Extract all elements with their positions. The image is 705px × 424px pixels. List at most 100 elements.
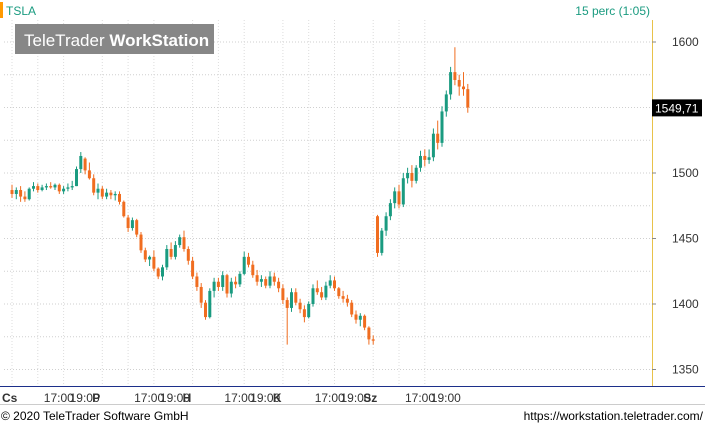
- candle-down[interactable]: [294, 288, 298, 306]
- candle-down[interactable]: [462, 72, 465, 96]
- candle-up[interactable]: [130, 217, 134, 231]
- candle-up[interactable]: [221, 271, 225, 291]
- candle-down[interactable]: [315, 280, 319, 295]
- candle-down[interactable]: [251, 260, 255, 278]
- candle-up[interactable]: [113, 191, 117, 201]
- candle-up[interactable]: [259, 275, 263, 287]
- candle-down[interactable]: [19, 186, 23, 202]
- candle-up[interactable]: [307, 301, 311, 319]
- candle-down[interactable]: [423, 149, 427, 167]
- candle-up[interactable]: [212, 277, 216, 298]
- candle-down[interactable]: [457, 74, 461, 96]
- candle-up[interactable]: [66, 183, 70, 192]
- candle-down[interactable]: [186, 246, 190, 265]
- candle-up[interactable]: [384, 212, 388, 236]
- candle-up[interactable]: [44, 183, 48, 191]
- source-url[interactable]: https://workstation.teletrader.com/: [524, 409, 704, 423]
- candle-down[interactable]: [277, 277, 281, 293]
- candle-down[interactable]: [100, 186, 104, 200]
- candle-up[interactable]: [324, 281, 328, 301]
- candle-down[interactable]: [109, 190, 113, 200]
- candle-up[interactable]: [40, 184, 44, 192]
- candle-down[interactable]: [397, 184, 401, 209]
- candle-up[interactable]: [148, 255, 152, 267]
- candle-down[interactable]: [126, 214, 130, 232]
- candle-down[interactable]: [92, 174, 96, 196]
- candle-up[interactable]: [165, 245, 169, 270]
- candle-down[interactable]: [204, 300, 207, 320]
- candle-down[interactable]: [354, 310, 358, 324]
- candle-up[interactable]: [401, 173, 405, 208]
- candle-up[interactable]: [14, 187, 18, 200]
- candle-down[interactable]: [281, 284, 285, 304]
- candle-up[interactable]: [388, 199, 392, 221]
- symbol-label[interactable]: TSLA: [6, 4, 36, 18]
- candle-down[interactable]: [36, 183, 40, 193]
- candle-down[interactable]: [118, 191, 121, 205]
- candle-down[interactable]: [337, 286, 341, 299]
- candle-up[interactable]: [328, 275, 332, 289]
- candle-up[interactable]: [178, 234, 182, 248]
- candle-up[interactable]: [242, 251, 246, 276]
- candle-up[interactable]: [62, 186, 66, 194]
- candle-up[interactable]: [268, 271, 272, 289]
- candle-down[interactable]: [345, 294, 349, 307]
- candle-up[interactable]: [393, 187, 397, 209]
- candle-up[interactable]: [311, 284, 315, 307]
- candle-up[interactable]: [290, 288, 293, 312]
- candle-down[interactable]: [87, 162, 91, 180]
- candle-down[interactable]: [10, 184, 14, 198]
- candle-down[interactable]: [272, 272, 276, 286]
- candle-down[interactable]: [285, 297, 289, 345]
- candle-up[interactable]: [414, 165, 418, 184]
- candle-down[interactable]: [156, 267, 160, 280]
- candle-down[interactable]: [410, 165, 414, 188]
- candle-down[interactable]: [234, 276, 238, 289]
- candle-up[interactable]: [444, 90, 448, 117]
- candle-down[interactable]: [247, 252, 250, 268]
- candle-up[interactable]: [358, 313, 362, 327]
- candle-down[interactable]: [122, 200, 126, 218]
- candle-up[interactable]: [238, 271, 242, 287]
- candle-up[interactable]: [449, 66, 453, 100]
- candle-down[interactable]: [216, 277, 220, 291]
- candle-up[interactable]: [27, 187, 31, 201]
- candle-down[interactable]: [320, 286, 324, 301]
- candle-up[interactable]: [208, 288, 212, 319]
- candle-down[interactable]: [195, 272, 199, 291]
- candle-down[interactable]: [23, 191, 27, 202]
- candle-down[interactable]: [376, 214, 379, 257]
- candle-up[interactable]: [70, 180, 74, 191]
- candle-down[interactable]: [255, 269, 259, 286]
- candle-up[interactable]: [431, 128, 435, 162]
- candle-series[interactable]: [10, 47, 470, 345]
- candle-down[interactable]: [225, 273, 229, 298]
- candle-down[interactable]: [83, 157, 87, 175]
- candle-down[interactable]: [264, 276, 268, 289]
- candle-down[interactable]: [49, 182, 53, 189]
- candle-down[interactable]: [199, 283, 203, 308]
- interval-label[interactable]: 15 perc (1:05): [575, 4, 650, 18]
- candle-up[interactable]: [79, 152, 83, 173]
- candle-down[interactable]: [152, 250, 156, 272]
- candle-up[interactable]: [32, 182, 35, 192]
- candle-up[interactable]: [229, 277, 233, 298]
- candle-up[interactable]: [105, 188, 109, 200]
- price-axis[interactable]: 1350 1400 1450 1500 1600: [0, 20, 705, 405]
- candle-down[interactable]: [169, 242, 173, 260]
- candle-up[interactable]: [53, 183, 57, 191]
- candle-up[interactable]: [427, 149, 431, 164]
- candle-down[interactable]: [453, 47, 457, 86]
- candle-up[interactable]: [161, 264, 164, 281]
- candle-down[interactable]: [350, 300, 354, 318]
- candle-down[interactable]: [367, 326, 371, 345]
- candle-up[interactable]: [380, 228, 384, 256]
- candle-down[interactable]: [333, 276, 336, 291]
- candle-down[interactable]: [436, 120, 440, 150]
- candle-down[interactable]: [466, 83, 470, 113]
- candle-down[interactable]: [371, 335, 375, 345]
- candle-down[interactable]: [341, 290, 345, 303]
- candle-down[interactable]: [57, 183, 61, 194]
- candle-down[interactable]: [191, 256, 195, 280]
